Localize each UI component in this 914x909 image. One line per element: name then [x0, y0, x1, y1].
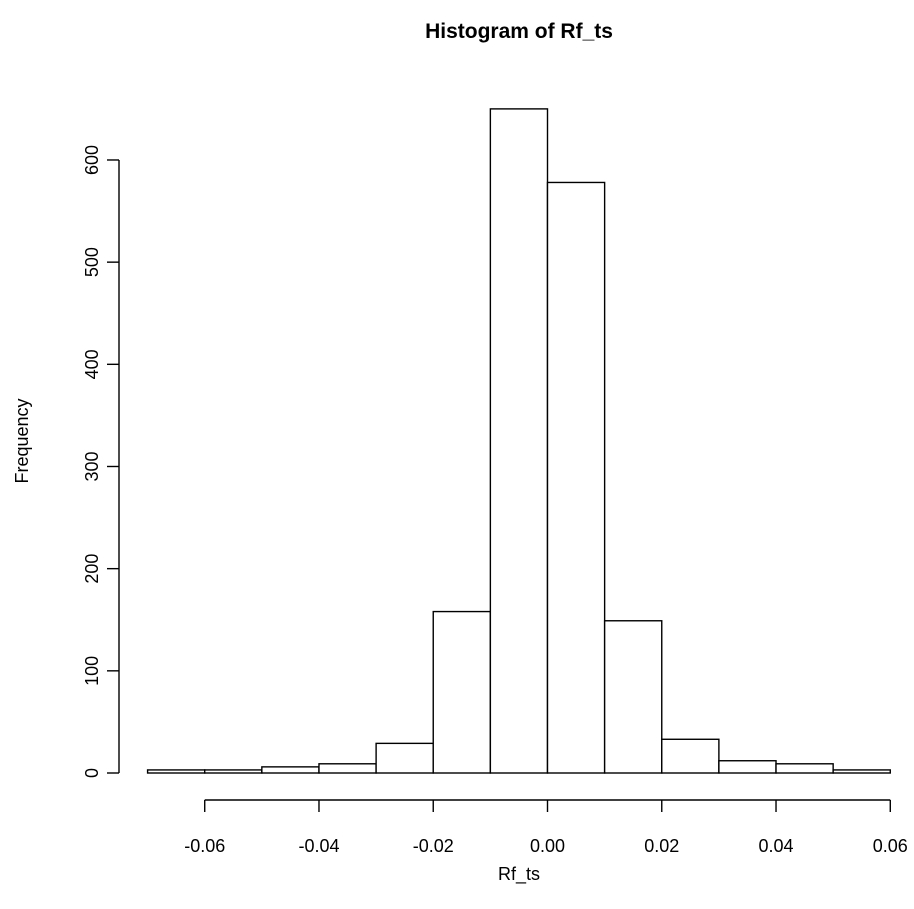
y-tick-label: 100	[82, 656, 102, 686]
histogram-bar	[661, 738, 720, 774]
y-tick-label: 0	[82, 768, 102, 778]
x-tick-label: 0.02	[644, 836, 679, 856]
y-tick-label: 400	[82, 349, 102, 379]
histogram-bar	[832, 769, 891, 774]
histogram-bar	[375, 742, 434, 774]
x-tick-label: 0.06	[873, 836, 908, 856]
histogram-bar	[546, 181, 606, 774]
histogram-bar	[261, 766, 320, 774]
histogram-bar	[603, 620, 663, 774]
y-axis: 0 100 200 300 400 500 600	[82, 145, 120, 778]
x-tick-label: -0.02	[413, 836, 454, 856]
x-tick-label: 0.00	[530, 836, 565, 856]
y-tick-label: 500	[82, 247, 102, 277]
x-axis-label: Rf_ts	[498, 864, 540, 885]
histogram-bar	[489, 108, 549, 774]
chart-title: Histogram of Rf_ts	[425, 20, 613, 43]
x-tick-label: 0.04	[758, 836, 793, 856]
histogram-bar	[775, 763, 834, 774]
x-axis: -0.06 -0.04 -0.02 0.00 0.02 0.04 0.06	[184, 799, 908, 856]
x-tick-label: -0.04	[298, 836, 339, 856]
y-axis-label: Frequency	[12, 398, 32, 483]
y-tick-label: 200	[82, 554, 102, 584]
y-tick-label: 300	[82, 451, 102, 481]
y-tick-label: 600	[82, 145, 102, 175]
histogram-bar	[146, 769, 206, 774]
histogram-bar	[318, 763, 377, 774]
bars-group	[146, 108, 891, 774]
histogram-bar	[204, 769, 263, 774]
x-tick-label: -0.06	[184, 836, 225, 856]
histogram-bar	[432, 610, 492, 774]
histogram-bar	[718, 760, 777, 774]
